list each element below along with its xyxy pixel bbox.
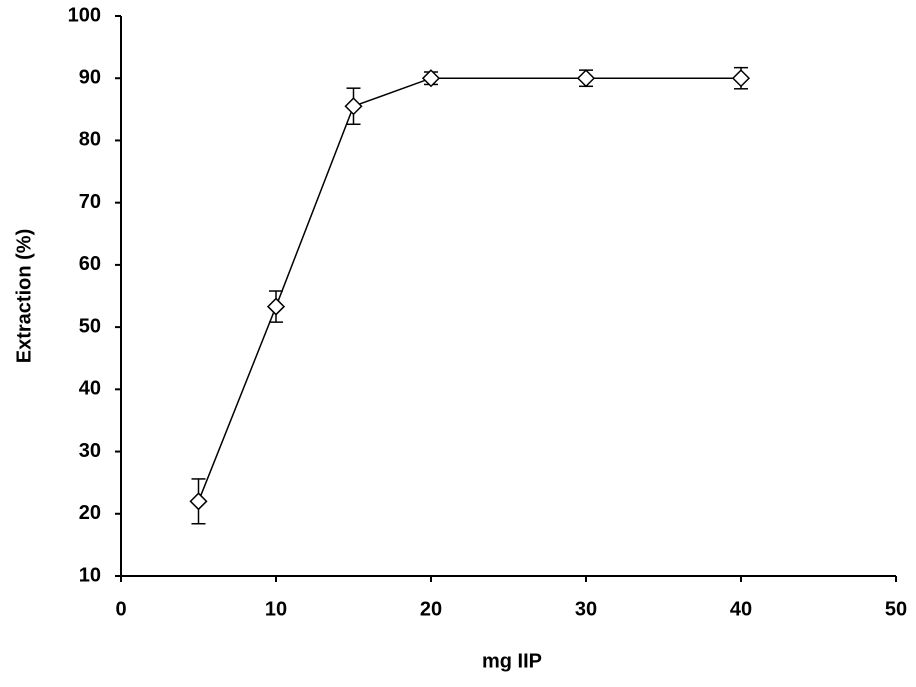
marker	[576, 69, 596, 88]
y-tick-label: 80	[79, 129, 101, 151]
x-axis-title: mg IIP	[482, 650, 542, 672]
y-tick-label: 60	[79, 253, 101, 275]
marker	[421, 69, 441, 88]
marker	[731, 69, 751, 88]
y-tick-label: 20	[79, 502, 101, 524]
y-tick-label: 100	[68, 4, 101, 26]
y-tick-label: 10	[79, 564, 101, 586]
x-tick-label: 40	[730, 598, 752, 620]
x-tick-label: 30	[575, 598, 597, 620]
y-tick-label: 50	[79, 315, 101, 337]
y-tick-label: 30	[79, 440, 101, 462]
y-tick-label: 90	[79, 67, 101, 89]
y-axis-title: Extraction (%)	[13, 229, 35, 363]
line	[197, 77, 741, 502]
x-tick-label: 20	[420, 598, 442, 620]
x-tick-label: 10	[265, 598, 287, 620]
y-tick-label: 70	[79, 191, 101, 213]
marker	[189, 492, 208, 511]
marker	[344, 97, 363, 116]
marker	[266, 297, 286, 316]
x-tick-label: 50	[885, 598, 907, 620]
x-tick-label: 0	[115, 598, 126, 620]
y-tick-label: 40	[79, 378, 101, 400]
